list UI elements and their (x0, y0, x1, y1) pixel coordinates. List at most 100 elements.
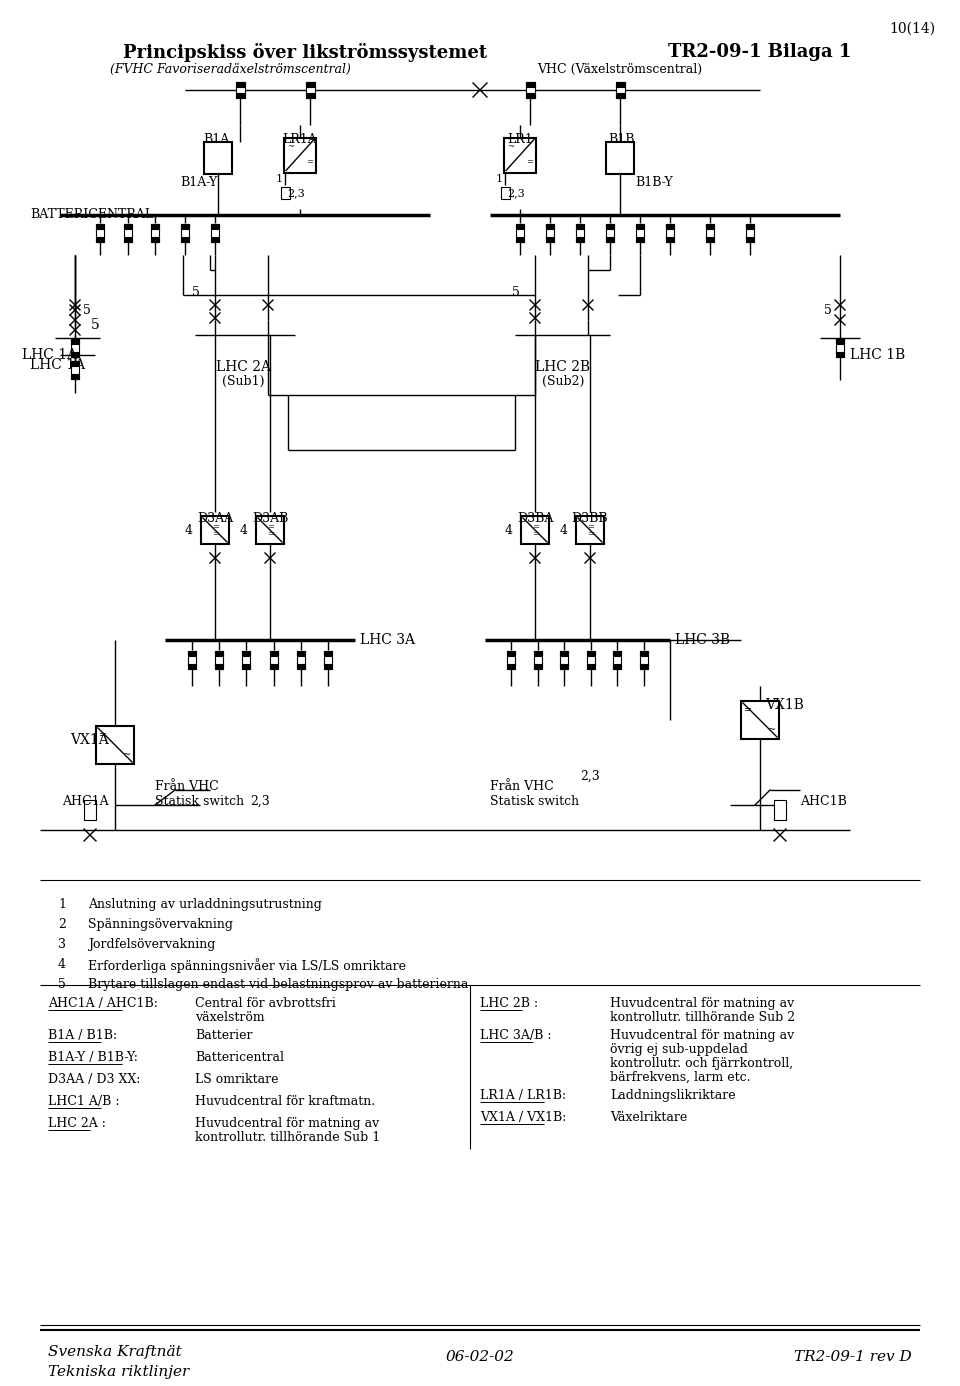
Bar (836, 340, 844, 344)
Bar (666, 225, 674, 243)
Text: Huvudcentral för kraftmatn.: Huvudcentral för kraftmatn. (195, 1095, 375, 1107)
Text: LHC 1B: LHC 1B (850, 348, 905, 362)
Bar (151, 237, 159, 243)
Text: Från VHC: Från VHC (155, 780, 219, 793)
Bar (576, 516, 604, 543)
Text: 5: 5 (83, 304, 91, 316)
Bar (188, 651, 196, 669)
Text: LHC 1A: LHC 1A (22, 348, 77, 362)
Bar (561, 664, 568, 669)
Text: 2,3: 2,3 (251, 796, 270, 808)
Text: VX1A / VX1B:: VX1A / VX1B: (480, 1112, 566, 1124)
Text: ~: ~ (287, 144, 294, 151)
Text: LHC 2A: LHC 2A (215, 360, 271, 374)
Text: D3BA: D3BA (516, 511, 553, 525)
Bar (666, 225, 674, 229)
Text: 5: 5 (512, 286, 520, 298)
Bar (516, 237, 524, 243)
Text: Svenska Kraftnät: Svenska Kraftnät (48, 1344, 181, 1360)
Text: 2,3: 2,3 (287, 188, 304, 198)
Text: =: = (533, 529, 540, 538)
Text: 10(14): 10(14) (889, 22, 935, 36)
Bar (606, 141, 634, 175)
Bar (270, 651, 277, 656)
Bar (613, 664, 621, 669)
Bar (508, 651, 516, 669)
Text: =: = (268, 529, 275, 538)
Bar (297, 651, 304, 669)
Text: (Sub1): (Sub1) (222, 376, 264, 388)
Bar (243, 651, 251, 656)
Bar (215, 651, 224, 656)
Bar (639, 651, 648, 669)
Text: 4: 4 (505, 524, 513, 536)
Bar (613, 651, 621, 656)
Text: VHC (Växelströmscentral): VHC (Växelströmscentral) (538, 62, 703, 76)
Text: Erforderliga spänningsnivåer via LS/LS omriktare: Erforderliga spänningsnivåer via LS/LS o… (88, 958, 406, 973)
Text: =: = (744, 705, 752, 715)
Text: LHC 2A :: LHC 2A : (48, 1117, 106, 1130)
Bar (706, 225, 714, 229)
Bar (746, 225, 754, 229)
Bar (606, 237, 614, 243)
Text: 1: 1 (496, 175, 503, 184)
Bar (525, 82, 535, 98)
Bar (71, 360, 79, 366)
Text: 1: 1 (276, 175, 283, 184)
Bar (215, 651, 224, 669)
Text: =: = (99, 730, 108, 740)
Bar (124, 225, 132, 229)
Text: =: = (212, 523, 220, 531)
Bar (243, 651, 251, 669)
Text: Jordfelsövervakning: Jordfelsövervakning (88, 938, 215, 951)
Text: Från VHC: Från VHC (490, 780, 554, 793)
Text: ~: ~ (768, 725, 776, 735)
Bar (534, 651, 541, 656)
Text: Brytare tillslagen endast vid belastningsprov av batterierna: Brytare tillslagen endast vid belastning… (88, 979, 468, 991)
Text: LHC 1A: LHC 1A (30, 358, 85, 371)
Bar (324, 651, 332, 656)
Text: 5: 5 (824, 304, 832, 316)
Bar (235, 93, 245, 98)
Text: 1: 1 (58, 898, 66, 911)
Bar (706, 237, 714, 243)
Bar (706, 225, 714, 243)
Bar (636, 225, 644, 243)
Bar (639, 664, 648, 669)
Bar (525, 82, 535, 87)
Bar (587, 664, 594, 669)
Bar (324, 664, 332, 669)
Text: AHC1B: AHC1B (800, 796, 847, 808)
Bar (516, 225, 524, 229)
Bar (211, 237, 219, 243)
Bar (280, 187, 290, 200)
Text: 4: 4 (560, 524, 568, 536)
Bar (71, 374, 79, 378)
Bar (284, 137, 316, 172)
Text: B1B: B1B (609, 133, 636, 146)
Text: kontrollutr. och fjärrkontroll,: kontrollutr. och fjärrkontroll, (610, 1058, 793, 1070)
Text: 2: 2 (58, 918, 66, 931)
Bar (606, 225, 614, 243)
Text: LS omriktare: LS omriktare (195, 1073, 278, 1087)
Bar (836, 352, 844, 358)
Bar (534, 664, 541, 669)
Text: Anslutning av urladdningsutrustning: Anslutning av urladdningsutrustning (88, 898, 322, 911)
Bar (305, 93, 315, 98)
Bar (324, 651, 332, 669)
Text: D3AA: D3AA (197, 511, 233, 525)
Text: Spänningsövervakning: Spänningsövervakning (88, 918, 233, 931)
Text: 2,3: 2,3 (507, 188, 525, 198)
Bar (256, 516, 284, 543)
Bar (639, 651, 648, 656)
Text: Statisk switch: Statisk switch (490, 796, 579, 808)
Text: =: = (588, 523, 594, 531)
Text: VX1A: VX1A (70, 733, 108, 747)
Bar (96, 225, 104, 229)
Bar (508, 664, 516, 669)
Bar (546, 225, 554, 229)
Bar (124, 237, 132, 243)
Bar (84, 800, 96, 821)
Bar (774, 800, 786, 821)
Text: LHC 3B: LHC 3B (675, 633, 731, 647)
